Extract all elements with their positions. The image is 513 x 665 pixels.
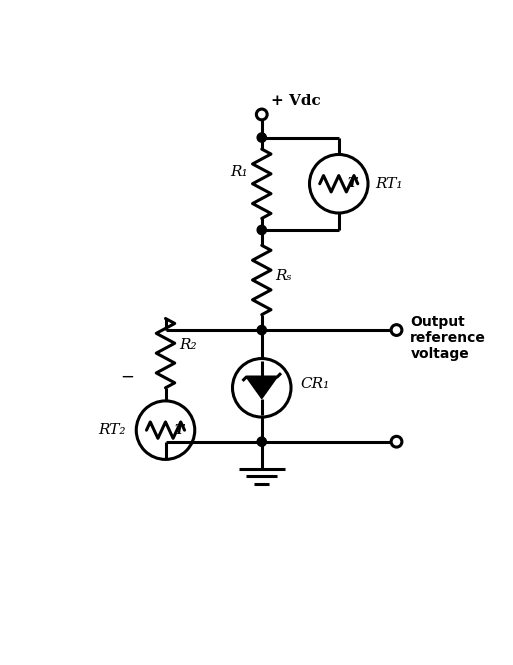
Circle shape xyxy=(257,325,266,334)
Text: RT₂: RT₂ xyxy=(98,423,126,437)
Text: T: T xyxy=(174,424,183,437)
Circle shape xyxy=(257,133,266,142)
Text: RT₁: RT₁ xyxy=(376,177,403,191)
Polygon shape xyxy=(246,377,277,398)
Text: T: T xyxy=(347,178,357,190)
Circle shape xyxy=(257,437,266,446)
Circle shape xyxy=(391,436,402,447)
Text: Output
reference
voltage: Output reference voltage xyxy=(410,315,486,361)
Text: R₂: R₂ xyxy=(180,338,197,352)
Circle shape xyxy=(257,225,266,235)
Text: R₁: R₁ xyxy=(230,165,248,179)
Text: CR₁: CR₁ xyxy=(300,377,329,391)
Text: −: − xyxy=(120,367,134,385)
Circle shape xyxy=(256,109,267,120)
Circle shape xyxy=(391,325,402,335)
Text: Rₛ: Rₛ xyxy=(275,269,292,283)
Text: + Vdc: + Vdc xyxy=(271,94,321,108)
